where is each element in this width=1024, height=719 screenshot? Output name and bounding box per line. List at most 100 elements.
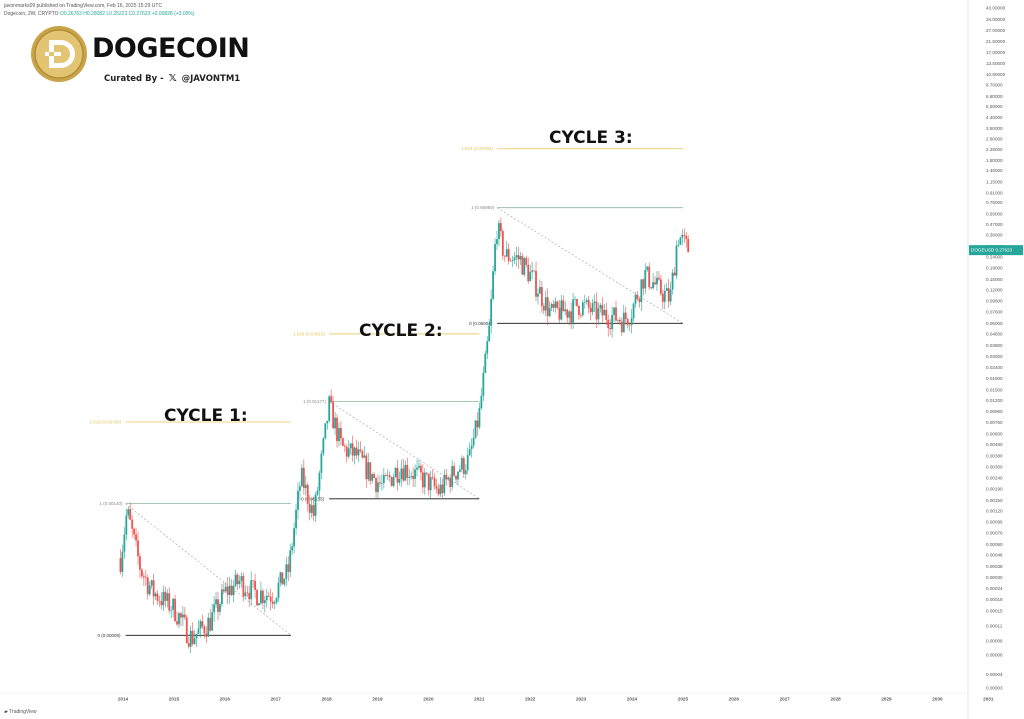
candle-body xyxy=(572,299,574,323)
y-tick-label: 0.00076 xyxy=(986,531,1003,536)
candle-body xyxy=(228,585,231,595)
candle-body xyxy=(476,420,479,428)
y-tick-label: 0.15000 xyxy=(986,277,1003,282)
candle-body xyxy=(209,617,212,631)
candle-body xyxy=(174,598,176,622)
candle-body xyxy=(299,486,301,491)
y-tick-label: 0.00960 xyxy=(986,409,1003,414)
candle-body xyxy=(345,446,348,457)
candle-body xyxy=(494,244,496,272)
candle-body xyxy=(550,303,553,309)
candle-body xyxy=(581,302,584,316)
candle-body xyxy=(617,319,619,321)
y-tick-label: 0.24000 xyxy=(986,254,1003,259)
x-tick-label: 2016 xyxy=(220,697,231,702)
candle-body xyxy=(445,474,448,480)
candle-body xyxy=(429,477,432,491)
candle-body xyxy=(176,621,178,625)
candle-body xyxy=(601,304,604,316)
candle-body xyxy=(162,591,165,606)
candle-body xyxy=(566,309,569,318)
candle-body xyxy=(295,509,297,529)
y-tick-label: 5.50000 xyxy=(986,104,1003,109)
candle-body xyxy=(591,303,594,313)
y-tick-label: 0.75000 xyxy=(986,200,1003,205)
candle-body xyxy=(517,255,520,260)
candle-body xyxy=(609,327,612,330)
candle-body xyxy=(628,324,631,326)
candle-body xyxy=(254,580,256,590)
candle-body xyxy=(656,277,658,285)
candle-body xyxy=(234,574,237,586)
candle-body xyxy=(324,423,327,439)
y-tick-label: 0.59000 xyxy=(986,211,1003,216)
cycle-2-label: CYCLE 2: xyxy=(359,321,443,341)
candle-body xyxy=(505,249,508,257)
candle-body xyxy=(453,466,455,476)
y-tick-label: 0.00480 xyxy=(986,442,1003,447)
fib-level-label: 1.618 (0.04815) xyxy=(293,331,325,336)
candle-body xyxy=(357,449,360,456)
fib-trend-line xyxy=(328,401,480,500)
y-tick-label: 1.15000 xyxy=(986,179,1003,184)
candle-body xyxy=(250,580,253,600)
candle-body xyxy=(552,303,555,308)
candle-body xyxy=(648,266,651,288)
candle-body xyxy=(191,630,194,644)
candle-body xyxy=(258,603,260,606)
x-tick-label: 2028 xyxy=(830,697,841,702)
symbol-line: Dogecoin, 2W, CRYPTO O0.26763 H0.28082 L… xyxy=(4,11,195,17)
x-tick-label: 2017 xyxy=(271,697,282,702)
candle-body xyxy=(197,628,200,634)
candle-body xyxy=(435,486,438,489)
candle-body xyxy=(501,231,504,256)
candle-body xyxy=(673,272,676,276)
candle-body xyxy=(578,305,580,316)
candle-body xyxy=(447,477,450,480)
y-tick-label: 0.07600 xyxy=(986,310,1003,315)
candle-body xyxy=(283,578,286,585)
candle-body xyxy=(263,600,266,604)
ohlc-values: O0.26763 H0.28082 L0.25223 C0.27623 +0.0… xyxy=(59,11,195,17)
y-tick-label: 0.00240 xyxy=(986,475,1003,480)
candle-body xyxy=(533,270,535,272)
candle-body xyxy=(189,630,192,647)
candle-body xyxy=(439,484,442,495)
candle-body xyxy=(605,310,608,320)
y-tick-label: 0.04800 xyxy=(986,332,1003,337)
candle-body xyxy=(457,471,459,480)
candle-body xyxy=(579,315,582,316)
x-tick-label: 2018 xyxy=(321,697,332,702)
candle-body xyxy=(141,569,143,577)
candle-body xyxy=(615,307,617,321)
candle-body xyxy=(224,586,227,592)
fib-trend-line xyxy=(125,503,292,636)
candle-body xyxy=(459,469,461,472)
candle-body xyxy=(542,305,545,311)
candle-body xyxy=(267,595,270,597)
fib-level-label: 1 (0.01177) xyxy=(303,399,326,404)
candle-body xyxy=(217,599,219,612)
candle-body xyxy=(172,598,175,610)
candle-body xyxy=(658,277,660,280)
fib-level-label: 1 (0.66950) xyxy=(471,205,495,210)
candle-body xyxy=(146,577,149,595)
candle-body xyxy=(412,476,415,479)
candle-body xyxy=(388,475,391,478)
candle-body xyxy=(640,279,643,303)
brand-title: DOGECOIN xyxy=(92,33,250,64)
candle-body xyxy=(421,472,424,488)
candle-body xyxy=(384,475,387,477)
y-tick-label: 0.06000 xyxy=(986,321,1003,326)
candle-body xyxy=(390,477,393,486)
candle-body xyxy=(480,395,483,409)
x-tick-label: 2030 xyxy=(932,697,943,702)
candle-body xyxy=(499,223,502,232)
candle-body xyxy=(312,505,315,516)
curated-prefix: Curated By - xyxy=(104,74,164,84)
candle-body xyxy=(306,484,309,504)
candle-body xyxy=(585,299,588,303)
candle-body xyxy=(589,307,592,313)
candle-body xyxy=(193,638,196,644)
fib-level-label: 1.618 (0.00768) xyxy=(90,419,122,424)
